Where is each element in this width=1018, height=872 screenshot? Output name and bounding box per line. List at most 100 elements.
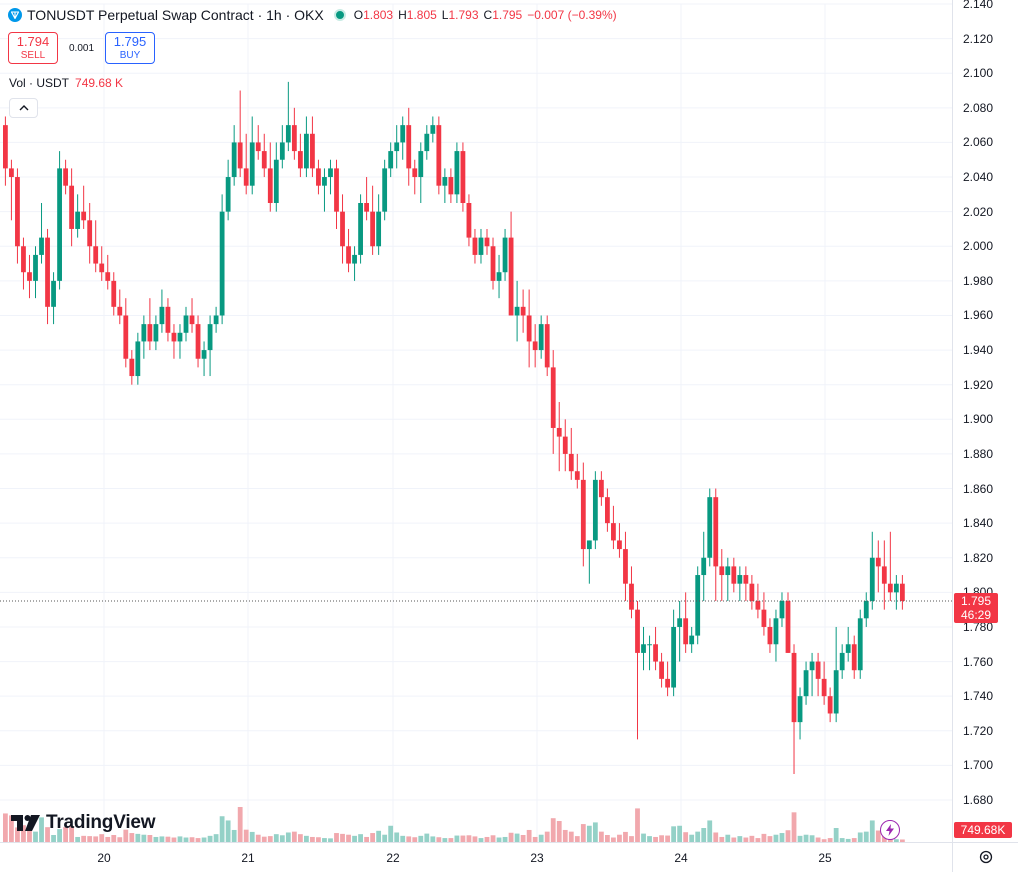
volume-bar (466, 835, 472, 842)
y-axis-tick-label: 1.880 (963, 446, 994, 461)
x-axis-tick-label: 25 (818, 851, 832, 865)
volume-bar (508, 832, 514, 842)
candle-body (171, 332, 177, 342)
volume-bar (671, 826, 677, 842)
x-axis-tick-label: 21 (241, 851, 255, 865)
volume-bar (532, 836, 538, 842)
candle-body (707, 497, 713, 558)
eye-dot-icon[interactable] (333, 9, 346, 21)
candle-body (310, 133, 315, 169)
volume-bar (869, 820, 875, 842)
y-axis-tick-label: 1.920 (963, 377, 994, 392)
candle-body (376, 211, 382, 247)
candle-body (586, 540, 592, 550)
candle-body (346, 246, 351, 264)
volume-bar (159, 836, 165, 842)
candle-body (147, 324, 153, 342)
candle-body (195, 324, 201, 359)
candle-body (797, 696, 803, 723)
candle-body (857, 618, 863, 671)
buy-button[interactable]: 1.795 BUY (105, 32, 155, 64)
volume-bar (412, 837, 418, 842)
gear-icon[interactable] (978, 849, 994, 865)
candle-body (63, 168, 68, 186)
candle-body (851, 644, 857, 671)
candle-body (677, 618, 683, 627)
volume-bar (773, 834, 779, 842)
volume-bar (117, 837, 123, 842)
candle-body (550, 367, 556, 428)
volume-bar (195, 838, 201, 842)
volume-bar (69, 826, 75, 842)
volume-bar (358, 834, 363, 842)
candle-body (478, 237, 484, 255)
symbol-title[interactable]: TONUSDT Perpetual Swap Contract · 1h · O… (27, 7, 324, 23)
tradingview-wordmark: TradingView (46, 812, 156, 833)
candle-body (743, 575, 749, 584)
candle-body (683, 618, 689, 645)
candle-body (761, 609, 767, 627)
symbol-legend: TONUSDT Perpetual Swap Contract · 1h · O… (8, 7, 622, 23)
x-axis-tick-label: 24 (674, 851, 688, 865)
candle-body (641, 644, 646, 653)
candle-body (448, 177, 454, 195)
candle-body (117, 306, 123, 316)
y-axis-tick-label: 1.980 (963, 273, 994, 288)
candle-body (297, 151, 303, 169)
volume-bar (683, 832, 689, 842)
volume-bar (27, 828, 32, 842)
candle-body (111, 280, 117, 307)
buy-price: 1.795 (113, 33, 147, 49)
volume-bar (611, 837, 616, 842)
volume-bar (15, 827, 20, 842)
candle-body (165, 306, 171, 333)
candle-body (629, 583, 634, 610)
volume-bar (755, 838, 761, 842)
candle-body (129, 358, 135, 377)
volume-bar (328, 838, 333, 842)
collapse-legend-button[interactable] (9, 98, 38, 118)
y-axis-tick-label: 2.140 (963, 0, 994, 11)
candle-body (27, 272, 32, 281)
volume-bar (448, 838, 454, 842)
candle-body (532, 341, 538, 351)
volume-bar (147, 835, 153, 842)
candle-body (382, 168, 388, 212)
candle-body (623, 549, 628, 584)
volume-bar (316, 837, 321, 842)
volume-bar (340, 833, 345, 842)
volume-bar (87, 836, 93, 842)
volume-legend-value: 749.68 K (75, 76, 124, 90)
sell-price: 1.794 (16, 33, 50, 49)
y-axis-tick-label: 2.040 (963, 170, 994, 185)
lightning-button[interactable] (880, 820, 900, 840)
volume-bar (39, 817, 44, 842)
candle-body (412, 168, 418, 178)
candle-body (255, 142, 261, 152)
candle-body (436, 125, 442, 186)
candle-body (430, 125, 436, 134)
volume-bar (605, 835, 610, 842)
candle-body (647, 644, 652, 646)
candle-body (719, 566, 725, 576)
sell-button[interactable]: 1.794 SELL (8, 32, 58, 64)
candle-body (394, 142, 400, 152)
y-axis-tick-label: 1.760 (963, 654, 994, 669)
candle-body (635, 609, 640, 653)
ohlc-low: L1.793 (441, 8, 479, 22)
candle-body (520, 306, 526, 316)
volume-bar (376, 830, 382, 842)
candle-body (833, 670, 839, 714)
candle-body (466, 203, 472, 238)
volume-bar (346, 834, 351, 842)
volume-bar (442, 838, 448, 842)
candle-body (322, 177, 327, 186)
tradingview-branding[interactable]: TradingView (11, 812, 156, 834)
candle-body (484, 237, 490, 247)
spread-value: 0.001 (68, 42, 95, 54)
volume-bar (165, 836, 171, 842)
volume-bar (394, 832, 400, 842)
x-axis-tick-label: 23 (530, 851, 544, 865)
volume-bar (629, 836, 634, 842)
